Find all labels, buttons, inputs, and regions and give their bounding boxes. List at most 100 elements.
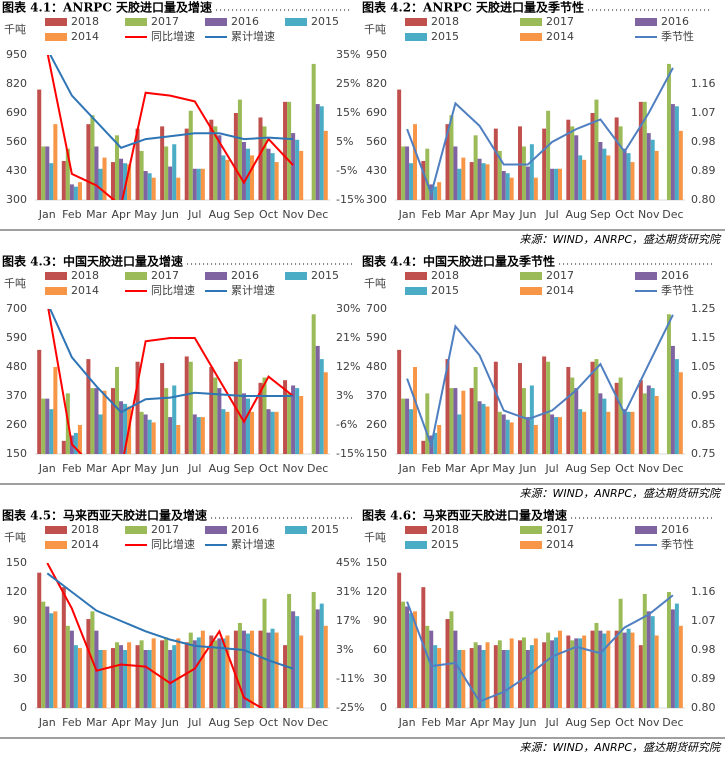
bar <box>291 385 296 454</box>
bar <box>143 414 148 454</box>
legend-swatch <box>45 18 67 26</box>
x-tick-label: Mar <box>445 716 466 729</box>
bar <box>209 119 214 200</box>
y2-tick-label: 3% <box>336 643 353 656</box>
legend-swatch <box>205 18 227 26</box>
bar <box>425 148 430 200</box>
y2-tick-label: 1.25 <box>691 302 716 315</box>
bar <box>41 398 46 454</box>
bar <box>505 173 510 200</box>
bar <box>266 409 271 454</box>
legend-label: 2015 <box>431 284 459 297</box>
legend-label: 累计增速 <box>231 29 275 43</box>
bar <box>192 168 197 200</box>
bar <box>123 650 128 708</box>
legend-label: 2018 <box>431 15 459 28</box>
bar <box>37 572 42 708</box>
bar <box>94 388 99 454</box>
x-tick-label: Jul <box>187 716 201 729</box>
bar <box>160 640 165 708</box>
bar <box>110 648 115 708</box>
bar <box>45 606 50 708</box>
bar <box>602 633 607 708</box>
bar <box>311 592 316 708</box>
bar <box>192 640 197 708</box>
bar <box>457 168 462 200</box>
bar <box>497 411 502 454</box>
x-tick-label: Nov <box>638 462 660 475</box>
bar <box>237 622 242 708</box>
bar <box>98 650 103 708</box>
bar <box>533 177 538 200</box>
bar <box>69 184 74 200</box>
bar <box>453 146 458 200</box>
bar <box>405 398 410 454</box>
x-tick-label: Feb <box>422 716 441 729</box>
bar <box>554 168 559 200</box>
chart-title: 图表 4.5：马来西亚天胶进口量及增速 <box>2 508 207 523</box>
bar <box>135 361 140 454</box>
x-tick-label: Aug <box>209 716 230 729</box>
legend-swatch <box>635 18 657 26</box>
bar <box>654 635 659 708</box>
legend-label: 2016 <box>661 269 689 282</box>
legend-swatch <box>205 526 227 534</box>
bar <box>674 603 679 708</box>
bar <box>437 648 442 708</box>
x-tick-label: Aug <box>566 462 587 475</box>
bar <box>461 650 466 708</box>
bar <box>299 396 304 454</box>
bar <box>241 142 246 200</box>
y-tick-label: 690 <box>366 106 387 119</box>
bar <box>425 625 430 708</box>
legend-swatch <box>520 287 542 295</box>
legend-label: 2016 <box>231 269 259 282</box>
bar <box>437 182 442 200</box>
bar <box>598 142 603 200</box>
bar <box>323 625 328 708</box>
x-tick-label: Oct <box>615 716 635 729</box>
bar <box>139 640 144 708</box>
bar <box>200 630 205 708</box>
bar <box>315 104 320 200</box>
bar <box>497 150 502 200</box>
x-tick-label: Jun <box>518 208 536 221</box>
bar <box>200 168 205 200</box>
x-tick-label: Aug <box>566 208 587 221</box>
y-tick-label: 590 <box>366 331 387 344</box>
legend-label: 2015 <box>431 30 459 43</box>
y2-tick-label: 0.85 <box>691 418 716 431</box>
bar <box>274 411 279 454</box>
bar <box>570 640 575 708</box>
bar <box>518 126 522 200</box>
bar <box>49 613 54 708</box>
bar <box>485 164 490 200</box>
bar <box>217 638 222 708</box>
x-tick-label: Apr <box>470 208 490 221</box>
bar <box>123 403 128 454</box>
bar <box>110 388 115 454</box>
x-tick-label: Mar <box>86 462 107 475</box>
y-tick-label: 560 <box>366 135 387 148</box>
line-series <box>46 563 264 708</box>
bar <box>477 645 482 708</box>
bar <box>221 155 226 200</box>
bar <box>225 159 230 200</box>
bar <box>445 359 450 454</box>
legend-swatch <box>635 272 657 280</box>
bar <box>646 611 651 708</box>
bar <box>270 153 275 200</box>
bar <box>550 168 555 200</box>
y2-tick-label: 1.07 <box>691 614 716 627</box>
x-tick-label: Oct <box>615 462 635 475</box>
legend-label: 2014 <box>71 538 99 551</box>
legend-swatch <box>45 33 67 41</box>
x-tick-label: Apr <box>112 208 132 221</box>
bar <box>477 158 482 200</box>
bar <box>546 110 551 200</box>
legend-swatch <box>285 18 307 26</box>
bar <box>570 126 575 200</box>
y-tick-label: 700 <box>6 302 27 315</box>
